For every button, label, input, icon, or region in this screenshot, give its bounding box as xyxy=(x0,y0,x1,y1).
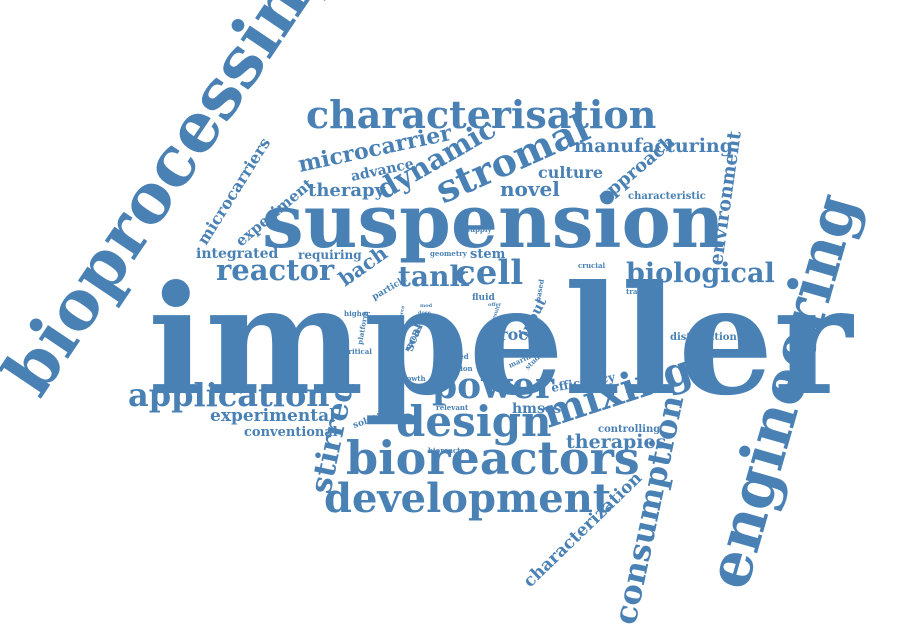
word-requiring: requiring xyxy=(298,248,362,262)
word-crucial: crucial xyxy=(578,261,605,270)
word-cell: cell xyxy=(455,253,523,293)
word-therapies: therapies xyxy=(566,431,666,453)
word-power: power xyxy=(432,365,555,407)
word-result: result xyxy=(490,305,502,323)
word-mod: mod xyxy=(420,303,433,309)
word-therapy: therapy xyxy=(308,180,386,201)
word-speed: speed xyxy=(446,352,469,361)
word-critical: critical xyxy=(344,347,372,356)
word-growth: growth xyxy=(398,374,426,383)
word-design: design xyxy=(396,397,552,446)
word-supply: supply xyxy=(466,225,492,234)
word-characterisation: characterisation xyxy=(306,92,656,137)
word-reactor: reactor xyxy=(216,253,335,287)
word-suspension: suspension xyxy=(262,179,725,265)
word-bioreactor: bioreactor xyxy=(428,446,469,455)
word-geometry: geometry xyxy=(430,249,468,258)
word-transfer: transfer xyxy=(626,287,658,296)
word-development: development xyxy=(324,475,612,522)
word-fluid: fluid xyxy=(472,293,496,303)
word-impeller: impeller xyxy=(148,253,854,429)
word-novel: novel xyxy=(500,177,560,201)
word-distribution: distribution xyxy=(670,332,737,343)
word-controlling: controlling xyxy=(598,424,660,435)
word-based: based xyxy=(533,278,546,302)
word-dose: dose xyxy=(418,310,431,316)
word-relevant: relevant xyxy=(436,403,469,412)
word-conventional: conventional xyxy=(244,425,338,440)
word-biological: biological xyxy=(626,258,775,289)
word-bioreactors: bioreactors xyxy=(346,431,640,485)
word-addition: addition xyxy=(440,364,473,373)
word-offer: offer xyxy=(488,302,502,308)
word-tank: tank xyxy=(398,260,469,293)
word-integrated: integrated xyxy=(196,246,278,262)
word-stem: stem xyxy=(470,247,506,262)
word-characteristic: characteristic xyxy=(628,191,706,202)
word-hmscs: hmscs xyxy=(512,401,561,417)
word-proc: proc xyxy=(488,325,528,344)
word-manufacturing: manufacturing xyxy=(574,135,733,157)
word-culture: culture xyxy=(538,163,603,182)
word-force: force xyxy=(398,305,406,320)
word-experimental: experimental xyxy=(210,406,336,426)
word-higher: higher xyxy=(344,309,370,318)
word-application: application xyxy=(128,376,330,414)
